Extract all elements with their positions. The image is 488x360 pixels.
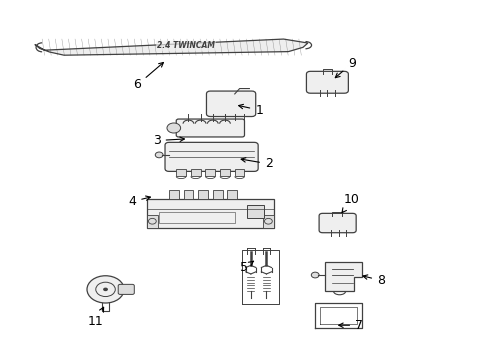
FancyBboxPatch shape [319, 213, 355, 233]
Text: 3: 3 [152, 134, 184, 147]
Text: 11: 11 [88, 307, 103, 328]
Bar [227, 190, 237, 199]
Bar [147, 199, 273, 228]
Bar [205, 168, 215, 176]
Bar [234, 168, 244, 176]
Bar [159, 212, 234, 223]
Text: 1: 1 [238, 104, 263, 117]
Text: 9: 9 [335, 57, 355, 78]
Bar [263, 215, 273, 228]
Bar [183, 190, 193, 199]
FancyBboxPatch shape [306, 71, 347, 93]
Circle shape [166, 123, 180, 133]
Bar [198, 190, 207, 199]
Bar [220, 168, 229, 176]
Bar [176, 168, 185, 176]
Circle shape [103, 288, 108, 291]
FancyBboxPatch shape [246, 205, 264, 218]
Polygon shape [35, 39, 307, 55]
FancyBboxPatch shape [176, 119, 244, 137]
Text: 2.4 TWINCAM: 2.4 TWINCAM [157, 41, 215, 50]
Text: 7: 7 [338, 319, 363, 332]
Bar [147, 215, 158, 228]
Text: 8: 8 [362, 274, 384, 287]
FancyBboxPatch shape [164, 142, 258, 171]
FancyBboxPatch shape [206, 91, 255, 117]
Text: 10: 10 [341, 193, 359, 213]
Circle shape [311, 272, 319, 278]
Bar [212, 190, 222, 199]
Text: 5: 5 [240, 261, 253, 274]
Bar [168, 190, 178, 199]
Bar [190, 168, 200, 176]
Polygon shape [325, 262, 361, 291]
FancyBboxPatch shape [118, 284, 134, 294]
Circle shape [155, 152, 163, 158]
Text: 6: 6 [133, 63, 163, 91]
Text: 2: 2 [241, 157, 272, 170]
Circle shape [87, 276, 124, 303]
Text: 4: 4 [128, 195, 150, 208]
